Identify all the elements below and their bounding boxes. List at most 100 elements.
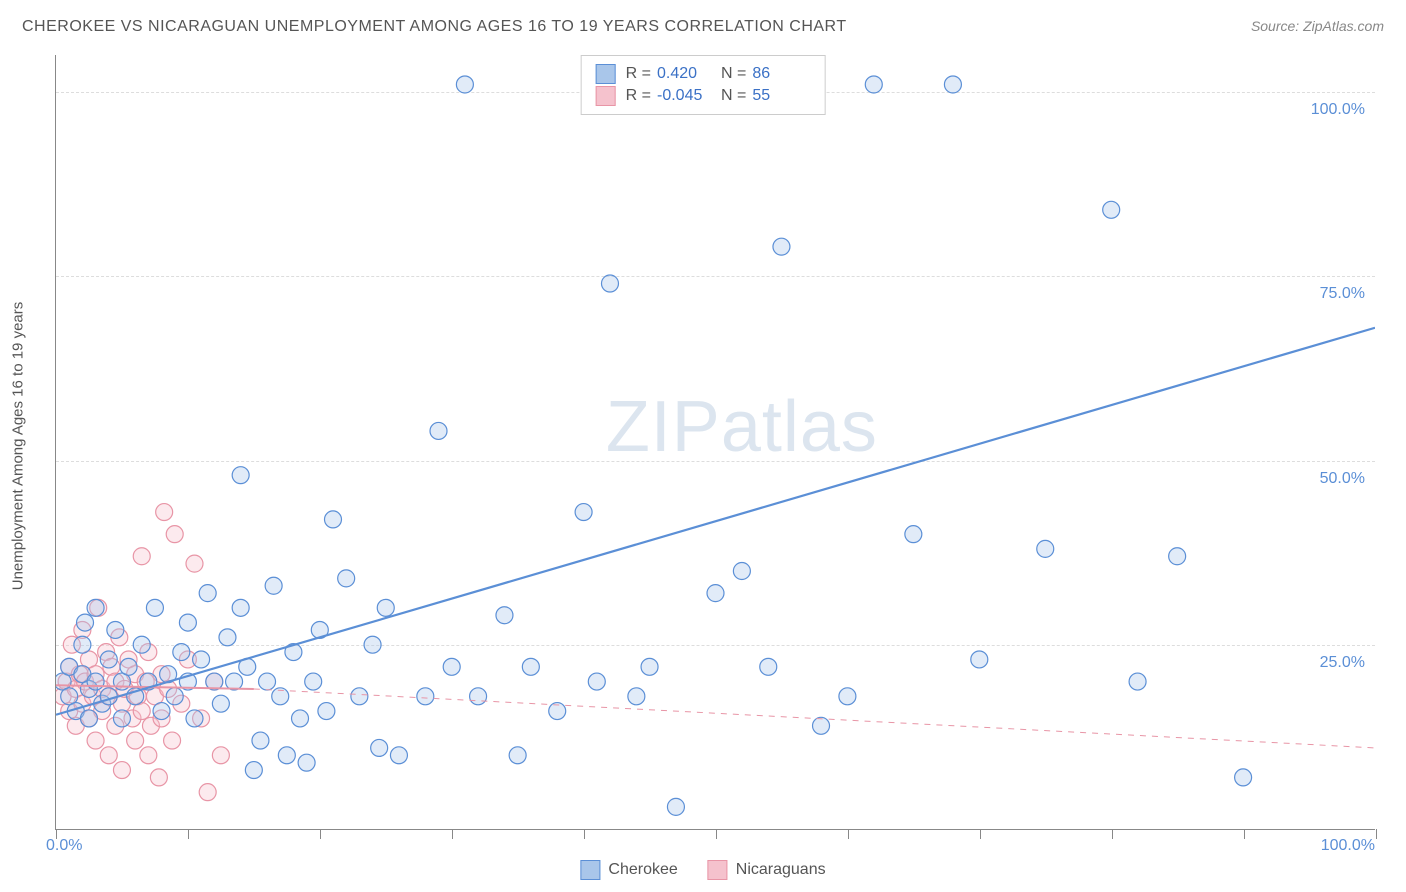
data-point — [107, 621, 124, 638]
legend-swatch-cherokee — [596, 64, 616, 84]
x-tick — [452, 829, 453, 839]
data-point — [417, 688, 434, 705]
trend-line — [56, 328, 1375, 715]
scatter-svg — [56, 55, 1375, 829]
data-point — [100, 688, 117, 705]
data-point — [509, 747, 526, 764]
data-point — [338, 570, 355, 587]
data-point — [667, 798, 684, 815]
data-point — [245, 762, 262, 779]
data-point — [87, 673, 104, 690]
data-point — [87, 732, 104, 749]
data-point — [628, 688, 645, 705]
x-tick — [320, 829, 321, 839]
data-point — [87, 599, 104, 616]
data-point — [377, 599, 394, 616]
y-axis-label: Unemployment Among Ages 16 to 19 years — [10, 302, 27, 591]
data-point — [1129, 673, 1146, 690]
data-point — [232, 467, 249, 484]
data-point — [522, 658, 539, 675]
data-point — [153, 703, 170, 720]
x-tick — [1376, 829, 1377, 839]
data-point — [470, 688, 487, 705]
data-point — [193, 651, 210, 668]
data-point — [166, 526, 183, 543]
data-point — [292, 710, 309, 727]
data-point — [156, 504, 173, 521]
correlation-legend: R = 0.420 N = 86 R = -0.045 N = 55 — [581, 55, 826, 115]
x-tick — [716, 829, 717, 839]
data-point — [1037, 540, 1054, 557]
data-point — [164, 732, 181, 749]
legend-swatch-icon — [580, 860, 600, 880]
chart-container: CHEROKEE VS NICARAGUAN UNEMPLOYMENT AMON… — [0, 0, 1406, 892]
data-point — [865, 76, 882, 93]
data-point — [113, 762, 130, 779]
data-point — [146, 599, 163, 616]
legend-swatch-nicaraguans — [596, 86, 616, 106]
data-point — [133, 636, 150, 653]
data-point — [298, 754, 315, 771]
chart-title: CHEROKEE VS NICARAGUAN UNEMPLOYMENT AMON… — [22, 18, 847, 36]
data-point — [588, 673, 605, 690]
legend-item-nicaraguans: Nicaraguans — [708, 860, 826, 880]
legend-swatch-icon — [708, 860, 728, 880]
x-tick — [584, 829, 585, 839]
data-point — [390, 747, 407, 764]
legend-row-cherokee: R = 0.420 N = 86 — [596, 64, 811, 84]
x-tick — [188, 829, 189, 839]
x-axis-end-label: 100.0% — [1321, 837, 1375, 855]
data-point — [80, 710, 97, 727]
data-point — [318, 703, 335, 720]
data-point — [127, 732, 144, 749]
data-point — [1103, 201, 1120, 218]
data-point — [120, 658, 137, 675]
data-point — [150, 769, 167, 786]
data-point — [100, 747, 117, 764]
data-point — [641, 658, 658, 675]
x-tick — [1112, 829, 1113, 839]
data-point — [179, 614, 196, 631]
data-point — [113, 710, 130, 727]
data-point — [324, 511, 341, 528]
x-tick — [1244, 829, 1245, 839]
data-point — [351, 688, 368, 705]
data-point — [1169, 548, 1186, 565]
data-point — [199, 585, 216, 602]
data-point — [140, 747, 157, 764]
data-point — [199, 784, 216, 801]
trend-line — [254, 689, 1375, 748]
plot-area: ZIPatlas 25.0%50.0%75.0%100.0% 0.0% 100.… — [55, 55, 1375, 830]
data-point — [278, 747, 295, 764]
data-point — [371, 739, 388, 756]
series-legend: Cherokee Nicaraguans — [580, 860, 825, 880]
data-point — [813, 717, 830, 734]
data-point — [364, 636, 381, 653]
data-point — [186, 555, 203, 572]
data-point — [456, 76, 473, 93]
data-point — [219, 629, 236, 646]
legend-item-cherokee: Cherokee — [580, 860, 677, 880]
data-point — [496, 607, 513, 624]
data-point — [232, 599, 249, 616]
data-point — [601, 275, 618, 292]
data-point — [186, 710, 203, 727]
data-point — [944, 76, 961, 93]
data-point — [212, 747, 229, 764]
data-point — [430, 422, 447, 439]
data-point — [133, 548, 150, 565]
data-point — [305, 673, 322, 690]
data-point — [259, 673, 276, 690]
data-point — [575, 504, 592, 521]
x-axis-start-label: 0.0% — [46, 837, 82, 855]
data-point — [252, 732, 269, 749]
data-point — [212, 695, 229, 712]
data-point — [443, 658, 460, 675]
data-point — [760, 658, 777, 675]
legend-row-nicaraguans: R = -0.045 N = 55 — [596, 86, 811, 106]
data-point — [971, 651, 988, 668]
data-point — [166, 688, 183, 705]
data-point — [733, 563, 750, 580]
data-point — [1235, 769, 1252, 786]
source-attribution: Source: ZipAtlas.com — [1251, 18, 1384, 34]
